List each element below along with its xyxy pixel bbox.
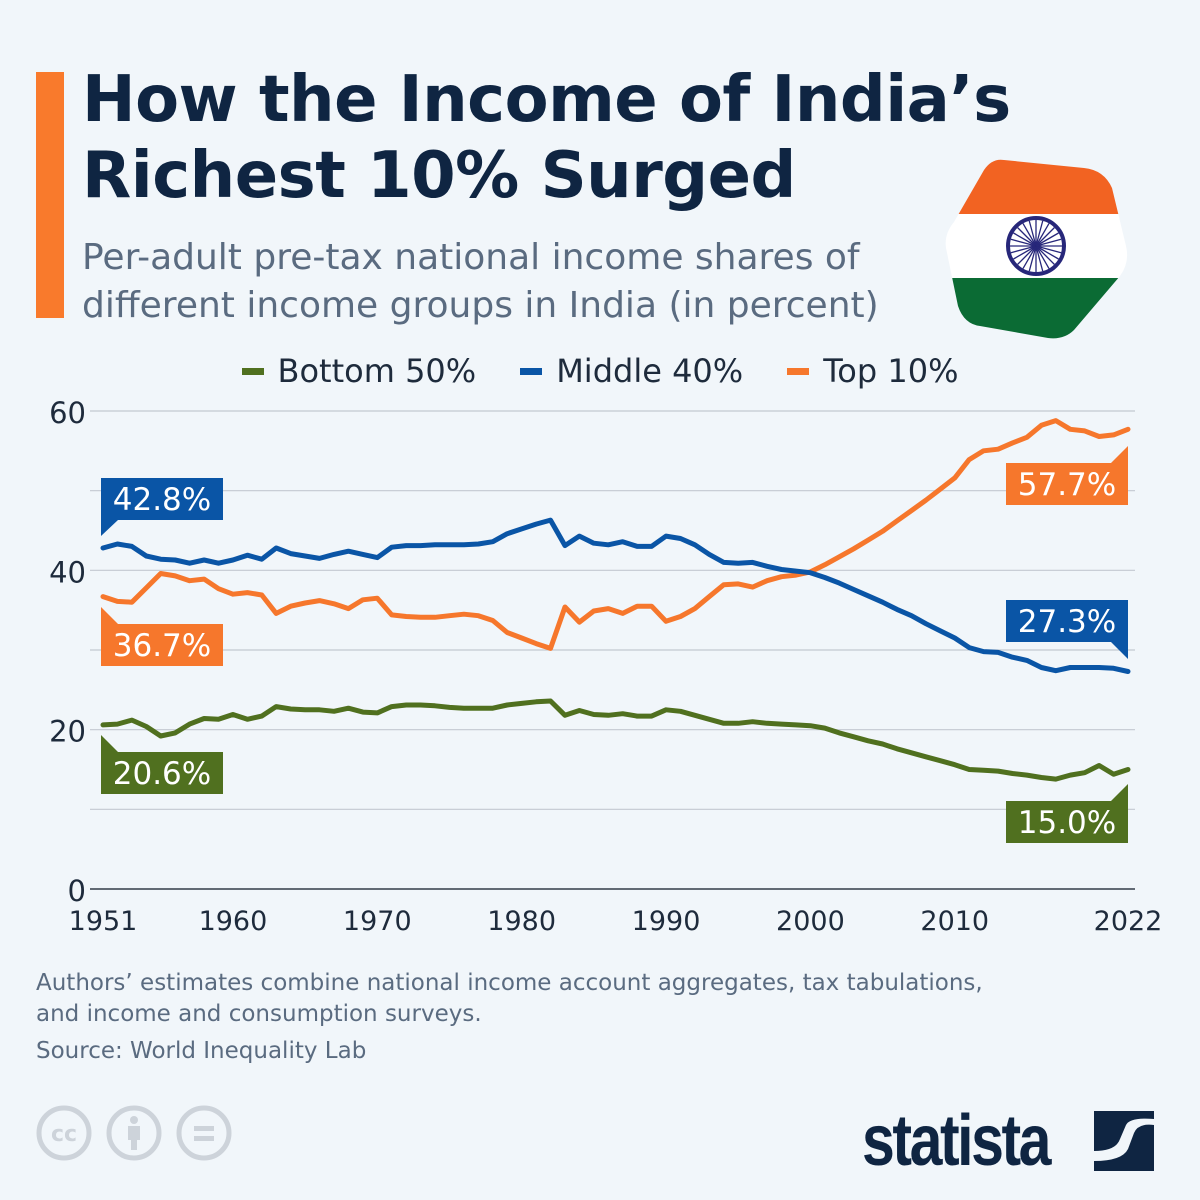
callout-value: 42.8% [113, 482, 211, 518]
series-line-middle-40- [100, 517, 1131, 674]
legend-item-top-10: Top 10% [787, 352, 958, 390]
callout-pointer [1111, 642, 1128, 659]
statista-logo-icon [1094, 1111, 1154, 1171]
no-derivatives-icon[interactable] [176, 1105, 232, 1161]
value-callout: 57.7% [1006, 446, 1128, 505]
callout-pointer [101, 735, 118, 752]
y-tick-label: 0 [68, 874, 86, 908]
callout-box [101, 752, 223, 794]
callout-box [1006, 463, 1128, 505]
attribution-icon[interactable] [106, 1105, 162, 1161]
callout-value: 20.6% [113, 756, 211, 792]
legend-label: Middle 40% [556, 352, 744, 390]
statista-logo[interactable]: statista [862, 1100, 1154, 1182]
legend-swatch [787, 367, 810, 375]
accent-bar [36, 72, 64, 318]
value-callout: 42.8% [101, 478, 223, 536]
callout-box [1006, 801, 1128, 843]
x-tick-label: 1960 [199, 906, 268, 937]
series-line-bottom-50- [100, 698, 1131, 782]
callout-value: 27.3% [1018, 604, 1116, 640]
line-chart: 0 20 40 60 1951 1960 1970 1980 1990 2000 2010 2022 4… [49, 396, 1163, 937]
x-tick-label: 2022 [1094, 906, 1163, 937]
legend-label: Bottom 50% [277, 352, 477, 390]
value-callout: 20.6% [101, 735, 223, 794]
y-tick-label: 60 [49, 396, 86, 430]
callout-box [101, 478, 223, 520]
callout-value: 15.0% [1018, 805, 1116, 841]
callout-pointer [1111, 446, 1128, 463]
legend-swatch [241, 367, 264, 375]
legend-swatch [520, 367, 543, 375]
india-flag-icon [945, 159, 1128, 339]
callout-value: 36.7% [113, 628, 211, 664]
callout-pointer [101, 607, 118, 624]
value-callout: 27.3% [1006, 600, 1128, 659]
legend: Bottom 50% Middle 40% Top 10% [0, 352, 1200, 390]
page-subtitle: Per-adult pre-tax national income shares… [82, 237, 879, 326]
callout-value: 57.7% [1018, 467, 1116, 503]
footnote: Authors’ estimates combine national inco… [36, 970, 983, 1027]
ashoka-chakra-icon [1006, 216, 1066, 276]
legend-item-bottom-50: Bottom 50% [241, 352, 477, 390]
x-tick-label: 1951 [69, 906, 138, 937]
callout-pointer [101, 520, 118, 536]
value-callout: 36.7% [101, 607, 223, 666]
series-line-top-10- [100, 418, 1131, 651]
x-tick-label: 1970 [343, 906, 412, 937]
source: Source: World Inequality Lab [36, 1038, 367, 1064]
license-icons: cc [36, 1105, 232, 1161]
value-callout: 15.0% [1006, 784, 1128, 843]
x-tick-label: 2010 [920, 906, 989, 937]
creative-commons-icon[interactable]: cc [36, 1105, 92, 1161]
legend-label: Top 10% [823, 352, 959, 390]
x-tick-label: 1990 [632, 906, 701, 937]
legend-item-middle-40: Middle 40% [520, 352, 743, 390]
callout-box [101, 624, 223, 666]
svg-text:cc: cc [51, 1122, 77, 1147]
y-tick-label: 20 [49, 715, 86, 749]
logo-text: statista [862, 1101, 1052, 1181]
callout-box [1006, 600, 1128, 642]
x-tick-label: 2000 [776, 906, 845, 937]
y-tick-label: 40 [49, 555, 86, 589]
page-title: How the Income of India’s Richest 10% Su… [82, 63, 1011, 213]
callout-pointer [1111, 784, 1128, 801]
x-tick-label: 1980 [487, 906, 556, 937]
